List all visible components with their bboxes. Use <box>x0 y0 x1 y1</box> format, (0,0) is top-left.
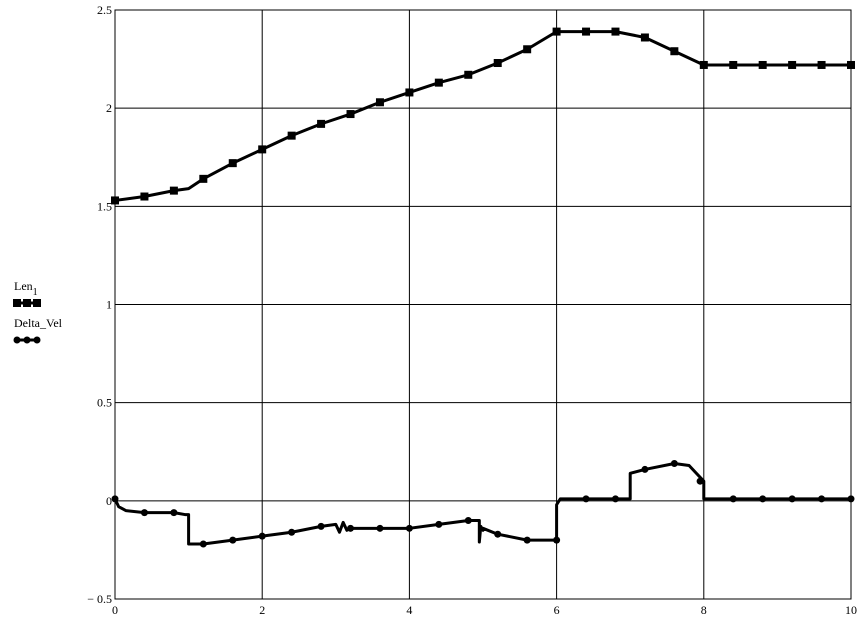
len-marker <box>670 47 679 56</box>
delta-vel-marker <box>288 528 296 536</box>
delta-vel-marker <box>140 509 148 517</box>
len-marker <box>169 186 178 195</box>
delta-vel-marker <box>729 495 737 503</box>
len-marker <box>464 70 473 79</box>
len-marker <box>788 60 797 69</box>
legend-label-len-sub: 1 <box>33 287 38 298</box>
grid-lines <box>114 9 852 600</box>
delta-vel-marker <box>435 520 443 528</box>
len-marker <box>346 110 355 119</box>
delta-vel-marker <box>229 536 237 544</box>
delta-vel-marker <box>347 524 355 532</box>
legend-swatch-marker <box>13 299 21 307</box>
legend-label-delta-vel: Delta_Vel <box>14 316 63 330</box>
y-tick-labels: − 0.5 0 0.5 1 1.5 2 2.5 <box>87 3 112 606</box>
len-marker <box>582 27 591 36</box>
x-tick-label: 4 <box>406 603 412 617</box>
legend-swatch-marker <box>23 299 31 307</box>
len-marker <box>405 88 414 97</box>
delta-vel-marker <box>759 495 767 503</box>
len-marker <box>287 131 296 140</box>
x-tick-label: 10 <box>845 603 857 617</box>
legend-swatch-delta-vel <box>13 336 41 344</box>
len-marker <box>258 145 267 154</box>
delta-vel-marker <box>464 516 472 524</box>
delta-vel-marker <box>788 495 796 503</box>
len-marker <box>699 60 708 69</box>
len-marker <box>434 78 443 87</box>
delta-vel-marker <box>696 477 704 485</box>
delta-vel-marker <box>553 536 561 544</box>
series-line-delta-vel <box>113 462 851 546</box>
legend-swatch-marker <box>23 336 31 344</box>
plot-frame <box>114 9 852 600</box>
delta-vel-marker <box>582 495 590 503</box>
y-tick-label: − 0.5 <box>87 592 112 606</box>
x-tick-labels: 0 2 4 6 8 10 <box>112 603 857 617</box>
delta-vel-marker <box>818 495 826 503</box>
len-marker <box>552 27 561 36</box>
y-tick-label: 2.5 <box>97 3 112 17</box>
legend-swatch-marker <box>33 336 41 344</box>
delta-vel-marker <box>317 522 325 530</box>
legend-swatch-len <box>13 299 41 307</box>
legend-label-len: Len1 <box>14 279 38 298</box>
len-marker <box>317 119 326 128</box>
delta-vel-marker <box>641 465 649 473</box>
len-marker <box>611 27 620 36</box>
len-marker <box>729 60 738 69</box>
len-marker <box>523 45 532 54</box>
y-tick-label: 0.5 <box>97 396 112 410</box>
delta-vel-marker <box>170 509 178 517</box>
delta-vel-marker <box>199 540 207 548</box>
delta-vel-marker <box>611 495 619 503</box>
len-marker <box>140 192 149 201</box>
len-marker <box>199 174 208 183</box>
legend-swatch-marker <box>13 336 21 344</box>
legend: Len1 Delta_Vel <box>13 279 63 344</box>
len-marker <box>493 59 502 68</box>
len-marker <box>758 60 767 69</box>
y-tick-label: 2 <box>106 101 112 115</box>
len-marker <box>228 159 237 168</box>
legend-swatch-marker <box>33 299 41 307</box>
delta-vel-marker <box>670 460 678 468</box>
delta-vel-marker <box>258 532 266 540</box>
delta-vel-marker <box>405 524 413 532</box>
x-tick-label: 6 <box>554 603 560 617</box>
len-marker <box>640 33 649 42</box>
x-tick-label: 2 <box>259 603 265 617</box>
len-marker <box>817 60 826 69</box>
y-tick-label: 1.5 <box>97 199 112 213</box>
x-tick-label: 0 <box>112 603 118 617</box>
delta-vel-marker <box>494 530 502 538</box>
legend-label-len-main: Len <box>14 279 33 293</box>
delta-vel-marker <box>376 524 384 532</box>
delta-vel-marker <box>523 536 531 544</box>
x-tick-label: 8 <box>701 603 707 617</box>
len-marker <box>375 98 384 107</box>
y-tick-label: 0 <box>106 494 112 508</box>
y-tick-label: 1 <box>106 298 112 312</box>
